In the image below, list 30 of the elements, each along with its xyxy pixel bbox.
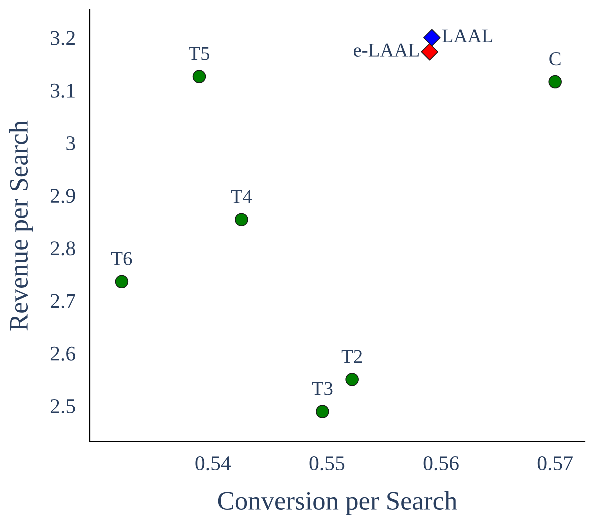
annotation: T4: [231, 190, 252, 204]
annotation: T3: [312, 382, 333, 396]
point: [548, 75, 562, 89]
annotation: T2: [342, 350, 362, 364]
x-tick-label: 0.56: [424, 456, 459, 471]
y-tick-label: 2.7: [50, 294, 76, 308]
y-tick-label: 2.5: [50, 399, 76, 414]
annotation: e-LAAL: [354, 44, 419, 57]
point: [346, 373, 359, 386]
annotation: T5: [189, 47, 210, 60]
annotation: LAAL: [442, 30, 493, 43]
point: [115, 275, 129, 289]
y-tick-label: 3: [66, 136, 76, 150]
y-tick-label: 2.8: [50, 242, 76, 256]
y-tick-label: 2.9: [50, 189, 76, 204]
point: [421, 43, 439, 61]
x-tick-label: 0.55: [310, 456, 345, 471]
y-tick-label: 2.6: [50, 346, 76, 361]
y-tick-label: 3.1: [51, 84, 75, 98]
point: [424, 29, 441, 47]
annotation: T6: [111, 252, 132, 266]
point: [235, 213, 248, 226]
x-tick-label: 0.54: [196, 456, 232, 471]
x-tick-label: 0.57: [538, 456, 573, 471]
point: [192, 70, 206, 84]
annotation: C: [550, 52, 561, 66]
x-axis-title: Conversion per Search: [218, 491, 458, 516]
y-tick-label: 3.2: [51, 31, 75, 46]
y-axis-title: Revenue per Search: [9, 120, 34, 331]
point: [316, 405, 330, 418]
